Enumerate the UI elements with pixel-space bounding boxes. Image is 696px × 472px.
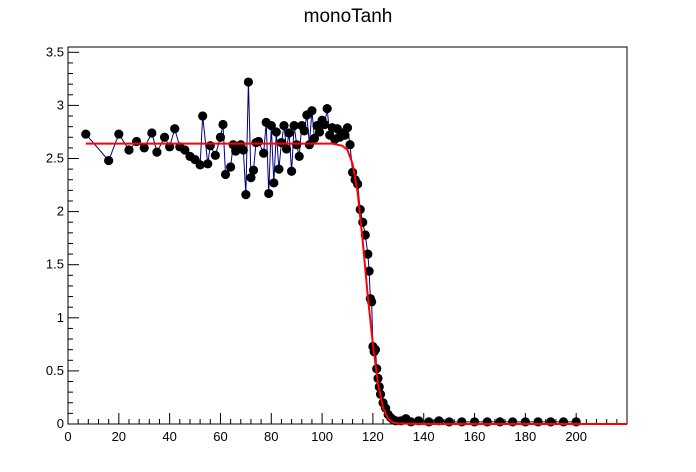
- data-point: [241, 190, 251, 200]
- y-tick-label: 3: [57, 97, 64, 112]
- data-point: [139, 143, 149, 153]
- data-point: [508, 417, 518, 427]
- data-point: [220, 169, 231, 180]
- x-tick-label: 140: [413, 429, 435, 444]
- data-point: [203, 159, 213, 169]
- x-tick-label: 40: [162, 429, 176, 444]
- y-tick-label: 1: [57, 310, 64, 325]
- data-point: [210, 150, 220, 160]
- data-point: [276, 137, 287, 148]
- data-point: [248, 165, 259, 175]
- data-point: [363, 249, 373, 259]
- data-point: [238, 145, 248, 155]
- data-point: [345, 140, 355, 150]
- data-point: [231, 146, 241, 156]
- data-point: [482, 417, 492, 427]
- data-point: [444, 417, 454, 427]
- data-point: [322, 103, 332, 114]
- data-point: [571, 417, 581, 427]
- data-point: [266, 120, 276, 131]
- data-point: [284, 128, 294, 138]
- x-tick-label: 180: [515, 429, 537, 444]
- data-point: [299, 126, 309, 136]
- data-point: [159, 132, 170, 142]
- data-point: [152, 147, 162, 157]
- y-tick-label: 0: [57, 416, 64, 431]
- data-point: [309, 133, 320, 143]
- data-point: [469, 417, 480, 427]
- y-tick-label: 3.5: [46, 44, 64, 59]
- data-point: [424, 417, 434, 427]
- data-point: [520, 417, 530, 427]
- data-point: [170, 124, 180, 134]
- data-point: [114, 129, 124, 139]
- data-point: [205, 141, 215, 151]
- x-tick-label: 160: [464, 429, 486, 444]
- data-point: [81, 129, 91, 139]
- data-point: [340, 130, 350, 140]
- data-point: [546, 417, 556, 427]
- data-point: [180, 145, 190, 155]
- data-point: [243, 77, 254, 87]
- data-point: [320, 119, 330, 130]
- data-point: [253, 136, 264, 147]
- x-tick-label: 0: [64, 429, 71, 444]
- data-point: [307, 106, 317, 116]
- data-point: [264, 188, 274, 199]
- y-tick-label: 0.5: [46, 363, 64, 378]
- data-point: [287, 166, 297, 176]
- data-point: [269, 178, 279, 188]
- data-point: [198, 111, 208, 121]
- data-point: [294, 151, 304, 161]
- data-point: [271, 127, 281, 137]
- data-point: [364, 266, 374, 276]
- x-tick-label: 60: [213, 429, 227, 444]
- y-tick-label: 1.5: [46, 257, 64, 272]
- fit-curve-line: [85, 142, 627, 425]
- data-point: [342, 123, 353, 133]
- x-tick-label: 80: [264, 429, 278, 444]
- data-point: [281, 144, 292, 154]
- data-point: [289, 120, 299, 131]
- data-point: [132, 136, 142, 147]
- data-point: [226, 162, 236, 172]
- data-point: [218, 119, 228, 130]
- x-tick-label: 100: [311, 429, 333, 444]
- plot-frame: [67, 46, 628, 425]
- data-point: [495, 417, 505, 427]
- chart-title: monoTanh: [303, 6, 393, 27]
- y-tick-label: 2.5: [46, 151, 64, 166]
- data-point: [274, 164, 284, 174]
- data-point: [246, 173, 256, 183]
- data-point: [215, 132, 226, 142]
- data-point: [304, 140, 314, 150]
- y-tick-label: 2: [57, 204, 64, 219]
- data-point: [124, 145, 134, 155]
- data-point: [279, 120, 289, 131]
- data-point: [558, 417, 569, 427]
- x-tick-label: 200: [565, 429, 587, 444]
- fit-curve: [85, 142, 627, 425]
- data-point: [259, 148, 269, 158]
- data-point: [104, 156, 114, 166]
- axes: 0 20 40 60 80 100 120 140 160 180 200 0 0.5 1 1.5 2 2.5 3…: [46, 44, 628, 444]
- x-tick-label: 120: [362, 429, 384, 444]
- data-point: [195, 160, 205, 170]
- data-point: [533, 417, 543, 427]
- data-series: [81, 77, 581, 427]
- data-point: [457, 417, 467, 427]
- data-point: [147, 128, 157, 138]
- data-point: [314, 127, 325, 137]
- x-tick-label: 20: [112, 429, 126, 444]
- data-point: [292, 140, 302, 150]
